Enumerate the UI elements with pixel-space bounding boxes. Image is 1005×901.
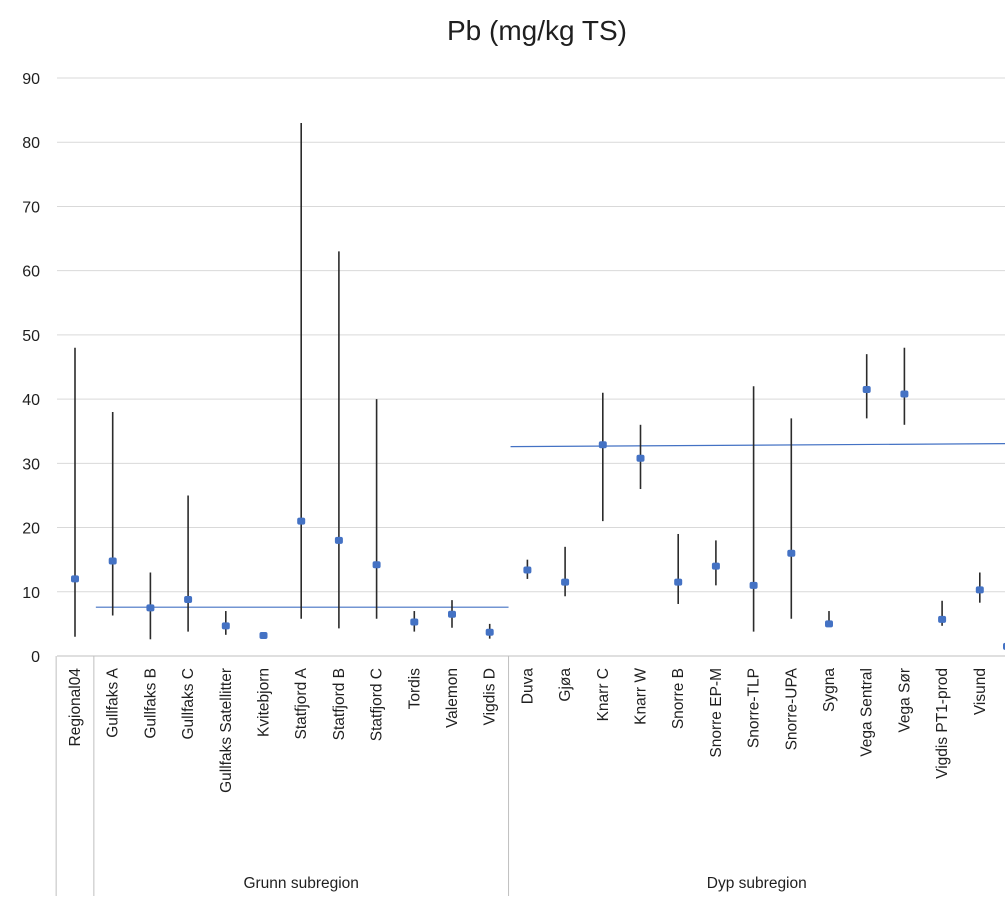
- group-label: Dyp subregion: [707, 875, 807, 892]
- chart-title: Pb (mg/kg TS): [447, 15, 627, 46]
- category-label: Gullfaks A: [105, 667, 122, 737]
- y-tick-label: 60: [22, 264, 40, 281]
- data-point: [674, 578, 683, 586]
- category-label: Gullfaks Satellitter: [218, 668, 235, 793]
- y-tick-label: 90: [22, 71, 40, 88]
- data-point: [448, 610, 456, 618]
- category-label: Vega Sentral: [859, 668, 876, 757]
- category-label: Statfjord B: [331, 668, 348, 740]
- group-label: Grunn subregion: [243, 875, 358, 892]
- data-point: [410, 618, 419, 626]
- y-tick-label: 30: [22, 456, 40, 473]
- data-point: [485, 628, 494, 636]
- data-point: [975, 586, 984, 594]
- gridlines: [57, 77, 1005, 593]
- category-label: Regional04: [67, 668, 84, 747]
- y-tick-label: 10: [22, 585, 40, 602]
- data-point: [108, 557, 117, 565]
- category-label: Vigdis PT1-prod: [934, 668, 951, 779]
- range-lines: [74, 122, 981, 640]
- data-point: [184, 595, 193, 603]
- data-point: [71, 575, 79, 583]
- category-label: Vigdis D: [482, 668, 499, 725]
- data-point: [862, 385, 871, 393]
- data-point: [711, 562, 720, 570]
- data-point: [523, 566, 532, 574]
- category-label: Kvitebjorn: [256, 668, 273, 737]
- data-point: [749, 581, 758, 589]
- category-label: Duva: [519, 668, 536, 705]
- data-point: [938, 615, 947, 623]
- category-label: Sygna: [821, 668, 838, 712]
- data-point: [221, 622, 230, 630]
- category-label: Statfjord A: [293, 667, 310, 739]
- category-labels: Regional04 Gullfaks A Gullfaks B Gullfaks C…: [67, 667, 989, 892]
- data-point: [259, 631, 268, 639]
- category-label: Gjøa: [557, 668, 574, 702]
- data-point: [598, 441, 607, 449]
- y-tick-label: 0: [31, 649, 40, 666]
- y-tick-label: 40: [22, 392, 40, 409]
- category-label: Snorre-TLP: [746, 668, 763, 748]
- data-point: [334, 536, 343, 544]
- data-point: [636, 454, 645, 462]
- y-tick-label: 20: [22, 521, 40, 538]
- data-point: [372, 561, 381, 569]
- data-point: [787, 549, 796, 557]
- category-label: Visund: [972, 668, 989, 715]
- category-label: Tordis: [406, 668, 423, 710]
- category-label: Gullfaks C: [180, 668, 197, 740]
- data-point: [146, 604, 155, 612]
- category-label: Vega Sør: [896, 668, 913, 733]
- category-label: Valemon: [444, 668, 461, 728]
- data-point: [825, 620, 833, 628]
- y-tick-label: 50: [22, 328, 40, 345]
- category-label: Snorre-UPA: [783, 667, 800, 750]
- mean-lines: [95, 443, 1005, 608]
- data-point: [900, 390, 909, 398]
- data-point: [561, 578, 570, 586]
- group-mean-line: [510, 443, 1005, 448]
- category-label: Knarr W: [633, 668, 650, 725]
- category-label: Knarr C: [595, 668, 612, 721]
- y-tick-label: 80: [22, 135, 40, 152]
- y-tick-label: 70: [22, 199, 40, 216]
- category-label: Statfjord C: [369, 668, 386, 741]
- axes: 0 10 20 30 40 50 60 70 80 90: [22, 71, 1005, 896]
- category-label: Snorre B: [670, 668, 687, 729]
- data-points: [71, 385, 1005, 650]
- category-label: Gullfaks B: [142, 668, 159, 739]
- data-point: [297, 517, 306, 525]
- category-label: Snorre EP-M: [708, 668, 725, 758]
